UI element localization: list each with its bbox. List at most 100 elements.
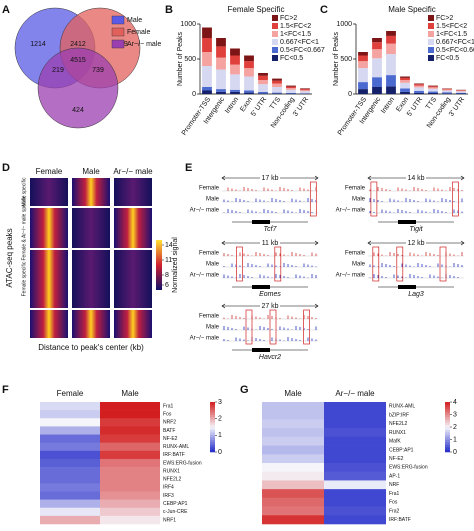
- heatmap-block: [114, 208, 152, 248]
- highlight-box: [245, 309, 253, 345]
- bar-segment: [216, 46, 226, 58]
- row-label: Fra1: [389, 491, 400, 497]
- bar-segment: [258, 84, 268, 92]
- bar-segment: [258, 73, 268, 76]
- heatmap-block: [30, 310, 68, 338]
- row-label: MafK: [389, 439, 401, 445]
- bar-segment: [400, 91, 410, 94]
- bar-segment: [230, 74, 240, 90]
- scale-label: 12 kb: [407, 240, 424, 247]
- colorbar-label: Normalized signal: [172, 237, 179, 293]
- heatmap-cell: [100, 507, 160, 517]
- colorbar: [156, 240, 162, 290]
- colorbar-step: [445, 404, 450, 408]
- bar-segment: [300, 91, 310, 94]
- bar-segment: [230, 91, 240, 94]
- colorbar-step: [210, 427, 215, 430]
- bar-segment: [414, 83, 424, 85]
- row-label: Fos: [163, 412, 172, 418]
- bar-segment: [258, 93, 268, 94]
- heatmap-cell: [40, 458, 100, 468]
- row-label: NFE2L2: [163, 477, 182, 483]
- row-label: RUNX1: [163, 468, 180, 474]
- colorbar-step: [210, 402, 215, 405]
- gene-name: Tigit: [409, 226, 423, 233]
- bar-segment: [230, 64, 240, 75]
- heatmap-cell: [100, 483, 160, 492]
- colorbar-step: [210, 424, 215, 428]
- bar-segment: [428, 88, 438, 92]
- bar-segment: [230, 55, 240, 65]
- colorbar-step: [445, 422, 450, 425]
- heatmap-cell: [100, 467, 160, 476]
- track-signal: [369, 274, 459, 278]
- panel-letter: D: [2, 162, 10, 174]
- track-signal: [227, 187, 317, 191]
- row-label: CEBP:AP1: [163, 501, 188, 507]
- colorbar-step: [210, 429, 215, 433]
- heatmap-cell: [100, 499, 160, 509]
- bar-segment: [372, 42, 382, 50]
- scale-label: 27 kb: [261, 303, 278, 310]
- gene-exon: [398, 220, 416, 224]
- colorbar-tick-label: 1: [453, 436, 457, 443]
- legend-swatch: [272, 23, 278, 29]
- heatmap-cell: [262, 445, 324, 455]
- legend-swatch: [428, 31, 434, 37]
- colorbar-step: [445, 447, 450, 450]
- heatmap-cell: [262, 454, 324, 464]
- heatmap-cell: [100, 475, 160, 484]
- y-tick-label: 0: [348, 91, 352, 98]
- bar-segment: [372, 87, 382, 94]
- bar-segment: [272, 78, 282, 81]
- heatmap-cell: [100, 491, 160, 500]
- heatmap-block: [72, 208, 110, 248]
- bar-segment: [202, 66, 212, 87]
- heatmap-cell: [324, 515, 386, 525]
- track-label: Male: [352, 197, 366, 203]
- row-label: Fos: [389, 500, 398, 506]
- row-label: NRF1: [163, 517, 176, 523]
- bar-segment: [244, 92, 254, 94]
- track-label: Ar−/− male: [190, 273, 220, 279]
- gene-exon: [252, 348, 270, 352]
- bar-segment: [442, 92, 452, 94]
- heatmap-cell: [324, 463, 386, 473]
- scale-label-bg: [260, 239, 280, 247]
- bar-segment: [272, 92, 282, 94]
- scale-label-bg: [406, 174, 426, 182]
- bar-segment: [428, 85, 438, 87]
- heatmap-cell: [262, 497, 324, 507]
- row-label: IRF4: [163, 485, 174, 491]
- colorbar-step: [445, 449, 450, 453]
- highlight-box: [269, 309, 277, 345]
- colorbar-step: [210, 432, 215, 435]
- gene-exon: [398, 285, 416, 289]
- legend-swatch: [111, 39, 125, 49]
- colorbar-step: [210, 404, 215, 408]
- colorbar-step: [445, 402, 450, 405]
- bar-segment: [258, 91, 268, 94]
- bar-segment: [428, 86, 438, 88]
- scale-label: 14 kb: [407, 175, 424, 182]
- panel-letter: G: [240, 384, 249, 396]
- colorbar-step: [210, 422, 215, 425]
- bar-segment: [372, 58, 382, 78]
- bar-segment: [386, 43, 396, 55]
- track-signal: [369, 263, 463, 267]
- bar-segment: [216, 91, 226, 94]
- track-signal: [369, 198, 463, 202]
- bar-segment: [230, 48, 240, 56]
- bar-segment: [286, 86, 296, 89]
- highlight-box: [370, 181, 378, 217]
- highlight-box: [372, 246, 380, 282]
- row-label: NFE2L2: [389, 421, 408, 427]
- colorbar-step: [445, 442, 450, 445]
- bar-segment: [372, 38, 382, 43]
- column-label: Female: [36, 167, 63, 176]
- bar-segment: [272, 80, 282, 84]
- track-signal: [223, 326, 317, 330]
- venn-count: 1214: [30, 41, 46, 48]
- track-label: Female: [199, 314, 220, 320]
- arrow-heads: [367, 240, 465, 246]
